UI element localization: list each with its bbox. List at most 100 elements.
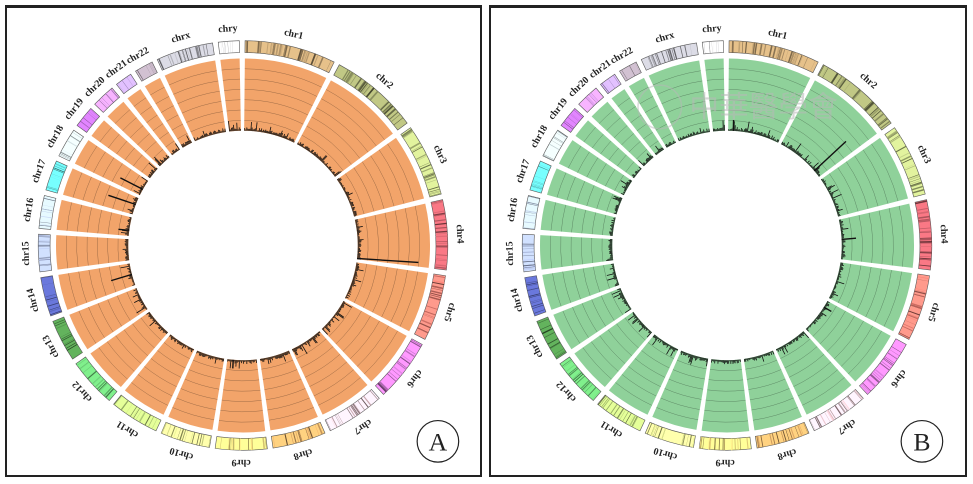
ideogram-band bbox=[522, 260, 535, 263]
histogram-bar bbox=[342, 187, 345, 189]
histogram-bar bbox=[656, 151, 659, 154]
histogram-bar bbox=[170, 335, 173, 337]
histogram-bar bbox=[615, 283, 619, 286]
ideogram-band bbox=[908, 176, 920, 181]
ideogram-band bbox=[325, 60, 332, 72]
ideogram-band bbox=[278, 44, 283, 57]
ideogram-band bbox=[531, 184, 543, 188]
histogram-bar bbox=[666, 344, 669, 348]
ideogram-band bbox=[121, 80, 129, 90]
ideogram-band bbox=[99, 98, 109, 108]
track-gridline bbox=[152, 149, 164, 160]
histogram-bar bbox=[699, 127, 702, 134]
ideogram-band bbox=[45, 295, 57, 299]
ideogram-band bbox=[597, 395, 607, 406]
ideogram-band bbox=[393, 117, 404, 126]
ideogram-band bbox=[106, 92, 115, 103]
histogram-bar bbox=[120, 232, 129, 234]
ideogram-band bbox=[345, 71, 354, 83]
histogram-bar bbox=[772, 136, 775, 141]
ideogram-band bbox=[787, 51, 794, 63]
histogram-bar bbox=[330, 170, 332, 172]
histogram-bar bbox=[810, 323, 812, 326]
ideogram-band bbox=[196, 45, 200, 58]
histogram-bar bbox=[327, 323, 331, 327]
ideogram-band bbox=[532, 304, 544, 310]
ideogram-band bbox=[388, 371, 399, 380]
track-gridline bbox=[88, 269, 97, 300]
ideogram-band bbox=[246, 40, 249, 53]
ideogram-band bbox=[65, 342, 77, 349]
histogram-bar bbox=[127, 221, 131, 223]
histogram-bar bbox=[354, 272, 358, 275]
ideogram-band bbox=[349, 74, 357, 86]
ideogram-band bbox=[917, 276, 930, 279]
ideogram-band bbox=[524, 275, 537, 278]
histogram-bar bbox=[182, 143, 185, 148]
histogram-bar bbox=[343, 187, 346, 190]
track-gridline bbox=[665, 101, 706, 114]
track-gridline bbox=[244, 68, 322, 88]
ideogram-band bbox=[353, 403, 362, 414]
histogram-bar bbox=[817, 173, 821, 176]
histogram-bar bbox=[800, 333, 803, 336]
track-gridline bbox=[87, 207, 92, 233]
track-gridline bbox=[172, 407, 215, 420]
histogram-bar bbox=[341, 185, 344, 188]
track-gridline bbox=[676, 359, 707, 370]
histogram-bar bbox=[626, 182, 630, 186]
ideogram-band bbox=[99, 383, 109, 392]
histogram-peak-chr4 bbox=[841, 237, 857, 241]
histogram-bar bbox=[278, 354, 281, 359]
ideogram-band bbox=[869, 107, 879, 116]
histogram-bar bbox=[187, 346, 189, 348]
histogram-bar bbox=[337, 309, 341, 313]
histogram-bar bbox=[277, 354, 280, 359]
track-gridline bbox=[748, 378, 786, 390]
ideogram-band bbox=[789, 51, 795, 64]
track-gridline bbox=[606, 193, 614, 212]
ideogram-band bbox=[564, 120, 575, 129]
track-gridline bbox=[82, 176, 92, 201]
histogram-bar bbox=[174, 150, 177, 153]
ideogram-band bbox=[263, 437, 266, 450]
histogram-bar bbox=[779, 347, 782, 349]
track-sector-chr17 bbox=[63, 168, 139, 215]
ideogram-band bbox=[298, 49, 304, 62]
ideogram-band bbox=[655, 52, 662, 65]
histogram-bar bbox=[628, 306, 631, 309]
track-sector-chr2 bbox=[296, 80, 393, 177]
histogram-bar bbox=[696, 356, 698, 360]
histogram-bar bbox=[694, 355, 697, 361]
ideogram-band bbox=[110, 88, 119, 99]
ideogram-band bbox=[919, 227, 932, 230]
histogram-bar bbox=[152, 318, 155, 321]
ideogram-band bbox=[890, 135, 901, 144]
histogram-bar bbox=[156, 322, 159, 325]
histogram-bar bbox=[669, 345, 671, 347]
histogram-bar bbox=[189, 347, 192, 350]
track-gridline bbox=[124, 147, 135, 161]
histogram-bar bbox=[203, 135, 205, 138]
ideogram-band bbox=[880, 120, 891, 129]
track-gridline bbox=[566, 176, 576, 201]
histogram-bar bbox=[804, 158, 808, 162]
track-gridline bbox=[705, 399, 746, 402]
ideogram-band bbox=[59, 332, 71, 338]
ideogram-band bbox=[423, 313, 435, 318]
histogram-bar bbox=[624, 188, 627, 191]
histogram-bar bbox=[148, 314, 152, 318]
track-gridline bbox=[607, 329, 632, 356]
histogram-bar bbox=[794, 143, 802, 153]
histogram-bar bbox=[653, 335, 657, 339]
ideogram-band bbox=[919, 256, 932, 258]
histogram-bar bbox=[648, 331, 652, 334]
ideogram-chr3 bbox=[884, 127, 926, 198]
ideogram-band bbox=[317, 423, 323, 435]
ideogram-band bbox=[41, 210, 53, 214]
ideogram-band bbox=[531, 302, 544, 308]
ideogram-band bbox=[431, 285, 444, 289]
histogram-bar bbox=[340, 305, 344, 309]
histogram-bar bbox=[184, 141, 188, 146]
ideogram-band bbox=[798, 424, 804, 436]
